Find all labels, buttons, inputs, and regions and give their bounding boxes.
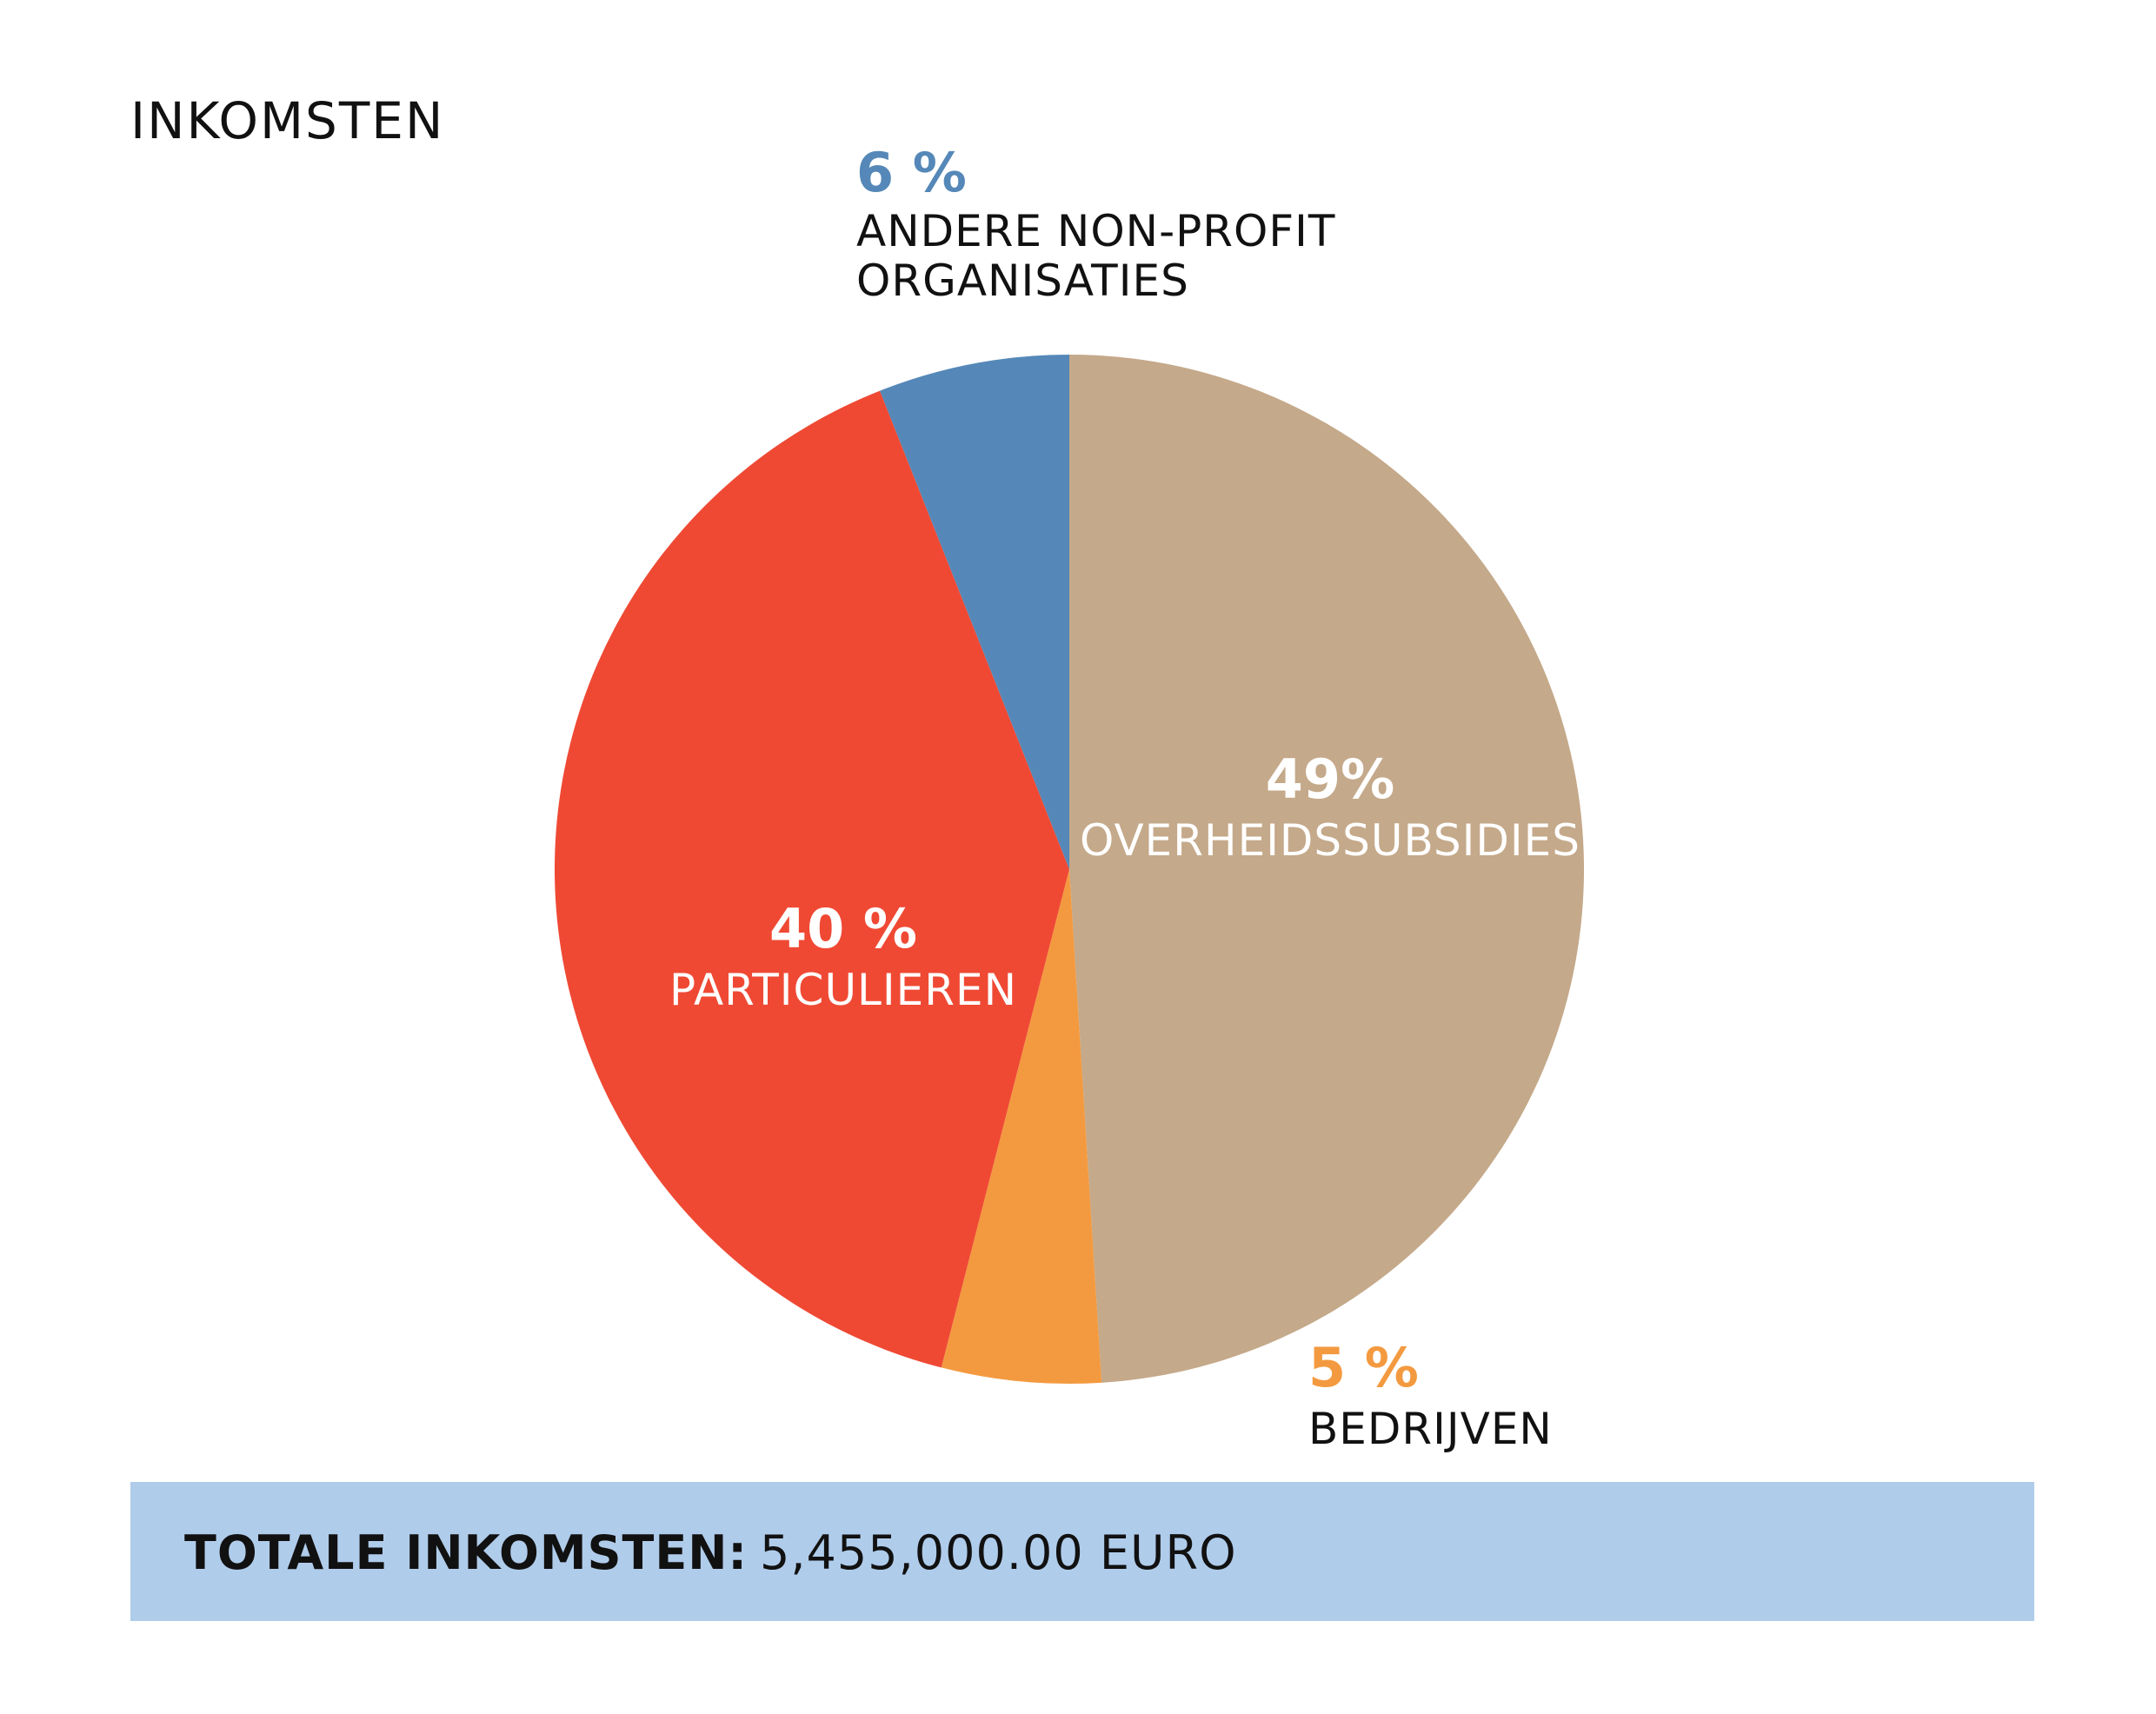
slice-label-andere-non-profit: 6 % ANDERE NON-PROFIT ORGANISATIES [856,139,1465,307]
slice-category-label: PARTICULIEREN [669,964,1017,1015]
slice-value-label: 49% [1265,747,1395,811]
slice-category-label: BEDRIJVEN [1308,1403,1553,1454]
slice-label-overheidssubsidies: 49% OVERHEIDSSUBSIDIES [1061,746,1600,867]
slice-value-label: 5 % [1308,1336,1419,1399]
slice-value-label: 6 % [856,141,967,204]
slice-value-label: 40 % [769,897,917,960]
total-income-value: 5,455,000.00 EURO [760,1525,1237,1580]
chart-title: INKOMSTEN [130,91,445,150]
pie-slice-particulieren [554,390,1069,1368]
total-income-text: TOTALE INKOMSTEN: 5,455,000.00 EURO [184,1525,1237,1580]
total-income-label: TOTALE INKOMSTEN: [184,1525,749,1580]
slice-category-label-line-1: ANDERE NON-PROFIT [856,205,1336,256]
pie-slice-bedrijven [941,869,1102,1384]
slice-category-label-line-2: ORGANISATIES [856,256,1189,306]
slice-label-particulieren: 40 % PARTICULIEREN [574,895,1113,1017]
slice-category-label: OVERHEIDSSUBSIDIES [1079,814,1580,866]
total-income-banner: TOTALE INKOMSTEN: 5,455,000.00 EURO [130,1482,2034,1621]
slice-label-bedrijven: 5 % BEDRIJVEN [1308,1334,1656,1456]
pie-slice-andere-non-profit [880,355,1069,869]
pie-slice-overheidssubsidies [1069,355,1584,1383]
